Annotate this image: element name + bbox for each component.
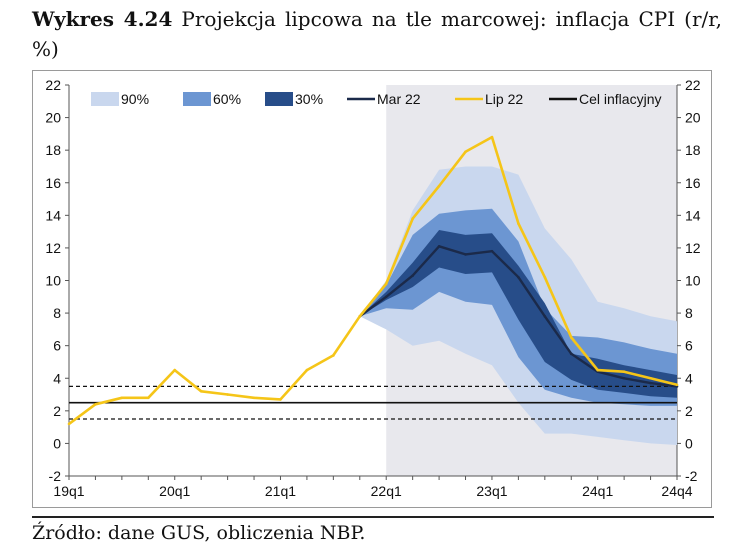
x-tick-label: 21q1 [265, 483, 296, 499]
chart-title: Wykres 4.24 Projekcja lipcowa na tle mar… [32, 4, 722, 64]
y-tick-label-left: -2 [49, 468, 62, 484]
data-point-mar-22 [622, 376, 626, 380]
data-point-lip-22 [384, 282, 388, 286]
band-30 [359, 230, 677, 398]
data-point-mar-22 [543, 315, 547, 318]
x-tick-label: 19q1 [53, 483, 84, 499]
x-tick-label: 23q1 [476, 483, 507, 499]
data-point-mar-22 [517, 275, 520, 279]
y-tick-label-right: 22 [685, 77, 701, 93]
legend-label: Mar 22 [377, 91, 421, 107]
y-tick-label-left: 20 [45, 110, 61, 126]
y-tick-label-right: 16 [685, 175, 701, 191]
y-tick-label-right: 8 [685, 305, 693, 321]
legend-label: 60% [213, 91, 241, 107]
y-tick-label-left: 0 [53, 435, 61, 451]
data-point-lip-22 [226, 393, 229, 396]
legend-swatch-90pct [91, 92, 119, 106]
y-tick-label-left: 2 [53, 403, 61, 419]
data-point-mar-22 [384, 295, 388, 299]
figure-title: Projekcja lipcowa na tle marcowej: infla… [32, 7, 723, 61]
data-point-lip-22 [147, 396, 150, 400]
y-tick-label-left: 18 [45, 142, 61, 158]
y-tick-label-left: 16 [45, 175, 61, 191]
data-point-mar-22 [411, 274, 414, 277]
data-point-lip-22 [305, 368, 309, 372]
data-point-lip-22 [649, 376, 652, 380]
data-point-mar-22 [569, 352, 573, 356]
y-tick-label-left: 4 [53, 370, 61, 386]
y-tick-label-left: 8 [53, 305, 61, 321]
x-tick-label: 24q1 [582, 483, 613, 499]
source-divider [32, 516, 714, 518]
data-point-lip-22 [543, 275, 547, 279]
data-point-lip-22 [437, 184, 441, 188]
y-tick-label-left: 6 [53, 338, 61, 354]
y-tick-label-right: 18 [685, 142, 701, 158]
x-tick-label: 20q1 [159, 483, 190, 499]
x-tick-label: 22q1 [371, 483, 402, 499]
legend-swatch-30pct [265, 92, 293, 106]
x-tick-label: 24q4 [661, 483, 692, 499]
y-tick-label-right: 2 [685, 403, 693, 419]
data-point-lip-22 [596, 368, 599, 372]
legend-label: Lip 22 [485, 91, 523, 107]
data-point-lip-22 [411, 217, 414, 220]
legend-swatch-60pct [183, 92, 211, 106]
data-point-mar-22 [490, 249, 494, 253]
data-point-lip-22 [675, 383, 679, 387]
legend-label: Cel inflacyjny [579, 91, 661, 107]
data-point-lip-22 [517, 222, 520, 225]
data-point-lip-22 [94, 403, 97, 406]
y-tick-label-right: 20 [685, 110, 701, 126]
data-point-lip-22 [67, 422, 71, 426]
y-tick-label-left: 12 [45, 240, 61, 256]
source-note: Źródło: dane GUS, obliczenia NBP. [32, 522, 366, 544]
y-tick-label-right: 12 [685, 240, 701, 256]
chart-frame: -2 -2 0 0 2 2 4 4 6 6 8 8 10 10 12 12 14 14 16 16 18 18 20 20 22… [32, 70, 712, 508]
data-point-mar-22 [464, 253, 467, 256]
data-point-lip-22 [464, 150, 467, 154]
series-line-lip-22 [68, 135, 678, 425]
data-point-lip-22 [120, 396, 124, 400]
data-point-lip-22 [199, 389, 203, 393]
data-point-lip-22 [173, 368, 177, 372]
y-tick-label-right: 6 [685, 338, 693, 354]
y-tick-label-right: 0 [685, 435, 693, 451]
data-point-lip-22 [622, 370, 626, 374]
data-point-lip-22 [279, 398, 282, 401]
data-point-lip-22 [490, 135, 494, 139]
data-point-mar-22 [437, 244, 441, 248]
figure-label: Wykres 4.24 [32, 7, 173, 31]
y-tick-label-right: 14 [685, 207, 701, 223]
y-tick-label-left: 14 [45, 207, 61, 223]
data-point-lip-22 [569, 336, 573, 339]
data-point-lip-22 [332, 354, 335, 357]
y-tick-label-right: 4 [685, 370, 693, 386]
y-tick-label-right: 10 [685, 273, 701, 289]
y-tick-label-right: -2 [685, 468, 698, 484]
data-point-lip-22 [252, 396, 256, 400]
legend-label: 30% [295, 91, 323, 107]
data-point-mar-22 [649, 381, 652, 385]
y-tick-label-left: 10 [45, 273, 61, 289]
legend-label: 90% [121, 91, 149, 107]
data-point-lip-22 [358, 315, 362, 318]
y-tick-label-left: 22 [45, 77, 61, 93]
